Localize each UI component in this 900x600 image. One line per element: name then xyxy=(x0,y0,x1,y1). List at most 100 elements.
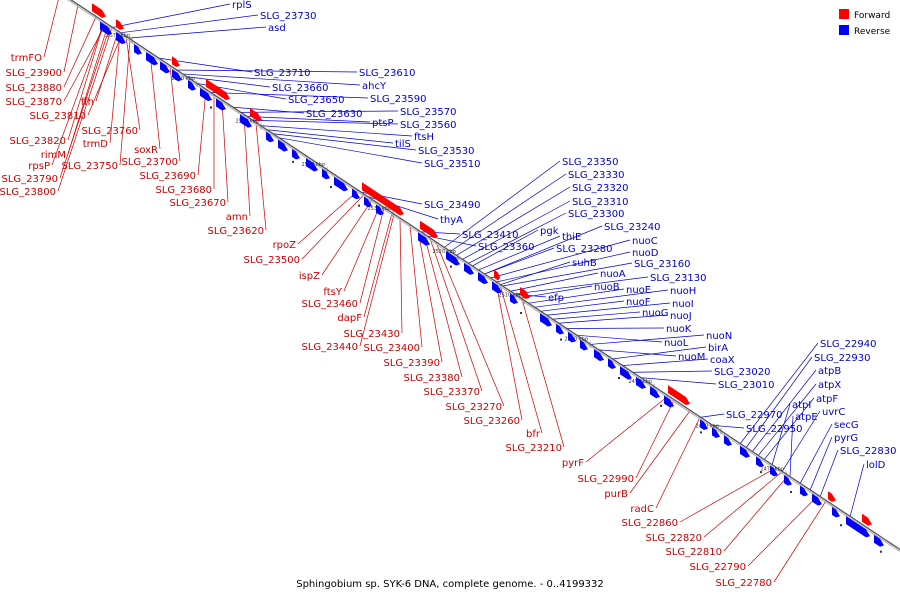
gene-label-forward: ftsY xyxy=(323,287,342,298)
reverse-gene-feature xyxy=(240,114,252,128)
reverse-gene-feature xyxy=(540,313,552,327)
label-leader-line xyxy=(461,200,571,260)
gene-label-reverse: nuoC xyxy=(632,236,658,247)
small-feature-marker xyxy=(840,524,842,527)
reverse-gene-feature xyxy=(364,196,372,208)
reverse-gene-feature xyxy=(510,293,518,305)
reverse-gene-feature xyxy=(478,272,488,285)
gene-label-reverse: nuoM xyxy=(678,352,705,363)
label-leader-line xyxy=(509,272,599,292)
reverse-gene-feature xyxy=(322,168,330,180)
gene-label-forward: SLG_23210 xyxy=(506,443,562,454)
gene-label-reverse: nuoG xyxy=(642,308,669,319)
reverse-gene-feature xyxy=(200,87,212,102)
reverse-gene-feature xyxy=(874,534,884,547)
reverse-gene-feature xyxy=(278,139,288,152)
gene-label-forward: SLG_22780 xyxy=(716,578,772,589)
gene-features xyxy=(92,3,884,553)
gene-label-forward: SLG_23900 xyxy=(6,68,62,79)
forward-gene-feature xyxy=(250,108,262,122)
label-leader-line xyxy=(297,190,359,245)
gene-label-reverse: tilS xyxy=(395,139,411,150)
label-leader-line xyxy=(259,125,413,137)
small-feature-marker xyxy=(618,377,620,380)
label-leader-line xyxy=(243,115,251,217)
small-feature-marker xyxy=(880,550,882,553)
legend-reverse-swatch xyxy=(839,25,849,35)
label-leader-line xyxy=(655,417,701,509)
tick-label: 2500 kbp xyxy=(564,336,588,342)
label-leader-line xyxy=(119,39,131,166)
label-leader-line xyxy=(245,116,371,123)
reverse-gene-feature xyxy=(172,69,182,82)
label-leader-line xyxy=(119,14,259,34)
gene-label-forward: bfr xyxy=(526,429,541,440)
label-leader-line xyxy=(271,133,417,151)
legend-forward-swatch xyxy=(839,9,849,19)
legend: Forward Reverse xyxy=(839,9,891,37)
label-leader-line xyxy=(321,199,373,276)
reverse-gene-feature xyxy=(740,445,750,458)
gene-label-reverse: SLG_22830 xyxy=(840,446,896,457)
gene-label-forward: SLG_23880 xyxy=(6,83,62,94)
label-leader-line xyxy=(773,500,827,583)
gene-label-reverse: SLG_23510 xyxy=(424,159,480,170)
axis-line-upper xyxy=(70,0,900,551)
label-leader-line xyxy=(109,32,121,144)
gene-label-reverse: SLG_23240 xyxy=(604,222,660,233)
gene-label-reverse: SLG_23650 xyxy=(288,95,344,106)
gene-label-reverse: secG xyxy=(834,420,859,431)
forward-gene-feature xyxy=(116,19,124,30)
gene-label-forward: amn xyxy=(226,212,248,223)
label-leader-line xyxy=(757,383,817,457)
label-leader-line xyxy=(63,16,97,88)
gene-label-reverse: efp xyxy=(548,293,564,304)
label-leader-line xyxy=(277,137,423,164)
gene-label-forward: trmFO xyxy=(11,53,42,64)
gene-label-forward: SLG_23370 xyxy=(424,387,480,398)
label-leader-line xyxy=(477,235,561,271)
gene-label-reverse: SLG_22930 xyxy=(814,353,870,364)
label-leader-line xyxy=(575,334,663,343)
reverse-gene-feature xyxy=(580,339,588,351)
gene-label-forward: SLG_22820 xyxy=(646,533,702,544)
reverse-gene-feature xyxy=(464,262,474,275)
gene-label-forward: SLG_22790 xyxy=(690,562,746,573)
tick-label: 2480 kbp xyxy=(695,423,719,429)
gene-label-forward: SLG_23790 xyxy=(2,174,58,185)
reverse-gene-feature xyxy=(756,456,764,468)
gene-label-forward: SLG_23810 xyxy=(30,111,86,122)
forward-gene-feature xyxy=(206,78,230,101)
label-leader-line xyxy=(483,225,603,275)
forward-gene-feature xyxy=(420,220,438,239)
gene-label-reverse: SLG_23630 xyxy=(306,109,362,120)
gene-label-reverse: SLG_23590 xyxy=(370,94,426,105)
gene-label-forward: SLG_22990 xyxy=(578,474,634,485)
label-leader-line xyxy=(417,230,443,363)
label-leader-line xyxy=(483,247,555,275)
gene-label-forward: SLG_22810 xyxy=(666,547,722,558)
reverse-gene-feature xyxy=(650,386,660,399)
gene-label-forward: SLG_23390 xyxy=(384,358,440,369)
label-leader-line xyxy=(739,342,819,445)
forward-gene-feature xyxy=(828,491,836,502)
gene-label-reverse: nuoE xyxy=(626,285,651,296)
label-leader-line xyxy=(59,26,111,179)
label-leader-line xyxy=(699,413,725,418)
reverse-gene-feature xyxy=(812,493,822,506)
reverse-gene-feature xyxy=(784,475,792,486)
gene-label-forward: SLG_23380 xyxy=(404,373,460,384)
label-leader-line xyxy=(209,92,369,99)
gene-label-forward: SLG_23430 xyxy=(344,329,400,340)
map-caption: Sphingobium sp. SYK-6 DNA, complete geno… xyxy=(296,579,604,590)
gene-label-reverse: birA xyxy=(708,343,728,354)
forward-gene-feature xyxy=(494,269,500,281)
gene-label-reverse: atpE xyxy=(795,412,818,423)
label-leader-line xyxy=(125,36,141,131)
gene-label-reverse: SLG_23320 xyxy=(572,183,628,194)
gene-label-reverse: nuoI xyxy=(672,299,694,310)
gene-label-reverse: nuoH xyxy=(670,286,696,297)
label-leader-line xyxy=(149,52,161,150)
label-leader-line xyxy=(43,0,59,58)
label-leader-line xyxy=(635,399,675,479)
